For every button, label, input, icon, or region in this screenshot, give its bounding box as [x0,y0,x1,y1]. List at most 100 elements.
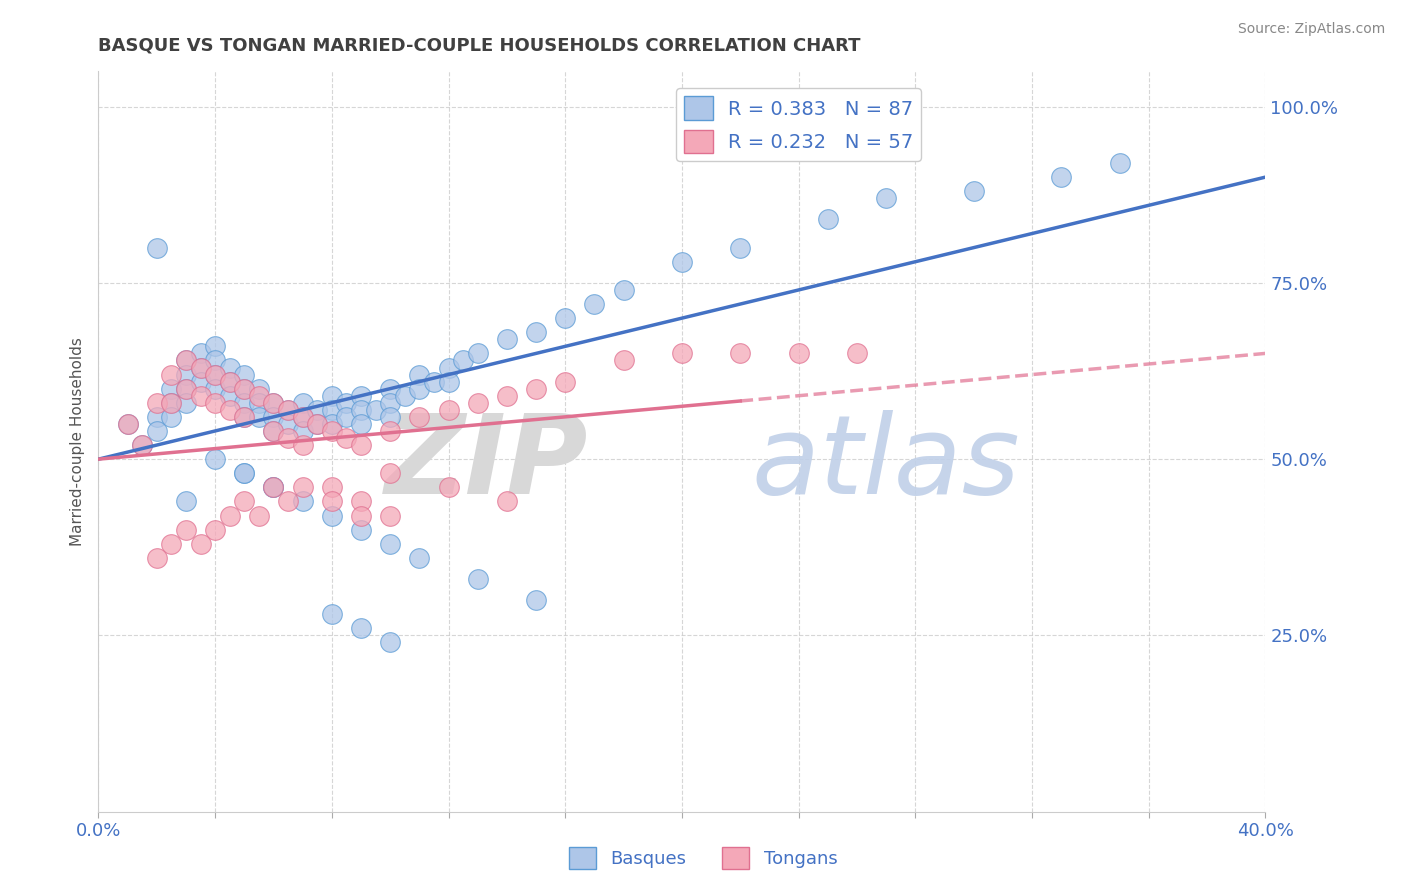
Point [380,467,402,481]
Point [962,184,984,198]
Point [612,283,634,297]
Point [350,389,373,403]
Point [437,480,460,494]
Point [262,424,284,438]
Point [190,375,212,389]
Point [174,353,197,368]
Point [204,339,226,353]
Point [174,353,197,368]
Point [174,382,197,396]
Point [131,438,153,452]
Text: atlas: atlas [752,410,1021,517]
Point [437,375,460,389]
Point [496,494,519,508]
Point [307,417,329,431]
Point [380,396,402,410]
Point [350,523,373,537]
Text: ZIP: ZIP [385,410,589,517]
Point [277,431,299,445]
Point [846,346,869,360]
Point [730,241,752,255]
Point [437,360,460,375]
Point [524,593,547,607]
Point [190,360,212,375]
Point [671,254,693,268]
Point [291,494,314,508]
Point [612,353,634,368]
Point [307,417,329,431]
Point [218,402,240,417]
Point [554,375,576,389]
Point [307,402,329,417]
Point [174,382,197,396]
Point [233,409,256,424]
Point [247,382,270,396]
Point [262,480,284,494]
Point [321,417,343,431]
Point [233,382,256,396]
Point [233,396,256,410]
Point [496,332,519,346]
Point [190,389,212,403]
Point [335,431,357,445]
Point [218,389,240,403]
Point [146,550,169,565]
Point [321,607,343,622]
Point [146,424,169,438]
Point [247,396,270,410]
Point [174,494,197,508]
Point [380,409,402,424]
Point [204,368,226,382]
Point [262,409,284,424]
Point [174,396,197,410]
Point [262,396,284,410]
Point [817,212,839,227]
Point [160,368,183,382]
Legend: Basques, Tongans: Basques, Tongans [560,838,846,879]
Point [554,311,576,326]
Point [291,424,314,438]
Point [335,396,357,410]
Point [787,346,810,360]
Point [117,417,139,431]
Point [174,368,197,382]
Point [190,537,212,551]
Point [291,409,314,424]
Point [1050,170,1073,185]
Legend: R = 0.383   N = 87, R = 0.232   N = 57: R = 0.383 N = 87, R = 0.232 N = 57 [676,88,921,161]
Point [321,480,343,494]
Point [321,402,343,417]
Point [247,508,270,523]
Point [380,382,402,396]
Point [190,346,212,360]
Point [277,402,299,417]
Point [1108,156,1130,170]
Point [451,353,474,368]
Point [423,375,446,389]
Point [496,389,519,403]
Point [233,467,256,481]
Point [218,508,240,523]
Point [262,396,284,410]
Point [350,494,373,508]
Point [408,368,430,382]
Point [524,382,547,396]
Point [321,389,343,403]
Point [160,382,183,396]
Point [321,508,343,523]
Point [262,480,284,494]
Point [146,409,169,424]
Text: Source: ZipAtlas.com: Source: ZipAtlas.com [1237,22,1385,37]
Point [467,572,489,586]
Point [146,396,169,410]
Point [408,409,430,424]
Point [380,537,402,551]
Point [204,452,226,467]
Point [350,621,373,635]
Point [394,389,416,403]
Point [467,396,489,410]
Point [380,508,402,523]
Text: BASQUE VS TONGAN MARRIED-COUPLE HOUSEHOLDS CORRELATION CHART: BASQUE VS TONGAN MARRIED-COUPLE HOUSEHOL… [98,37,860,54]
Point [146,241,169,255]
Point [875,191,897,205]
